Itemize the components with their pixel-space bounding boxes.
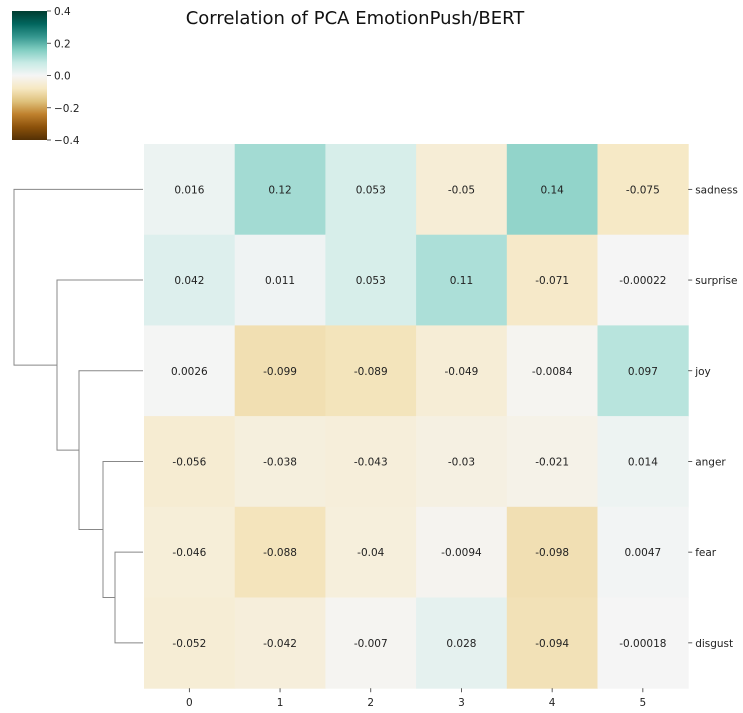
heatmap-cell [325,325,417,417]
heatmap-cell [325,144,417,236]
dendrogram-link [13,188,143,366]
cell-label: -0.089 [354,366,388,378]
cell-label: -0.0094 [441,547,482,559]
chart-title: Correlation of PCA EmotionPush/BERT [185,8,525,29]
cell-label: 0.12 [268,184,291,196]
cell-label: -0.05 [448,184,475,196]
heatmap-cell [234,416,326,508]
colorbar-tick-label: 0.4 [54,6,71,18]
y-tick-label: disgust [695,638,733,650]
cell-label: -0.099 [263,366,297,378]
x-tick-label: 4 [549,697,556,709]
heatmap-cell [506,144,598,236]
heatmap-cell [234,597,326,689]
heatmap-cell [325,506,417,598]
cell-label: -0.038 [263,456,297,468]
cell-label: 0.014 [628,456,658,468]
heatmap-cell [416,234,508,326]
heatmap-cell [506,597,598,689]
heatmap-cell [144,234,236,326]
heatmap-cell [234,234,326,326]
y-tick-label: surprise [695,275,737,287]
y-tick-label: fear [695,547,717,559]
cell-label: -0.056 [172,456,206,468]
cell-label: -0.049 [445,366,479,378]
cell-label: -0.043 [354,456,388,468]
cell-label: 0.042 [174,275,204,287]
cell-label: 0.097 [628,366,658,378]
cell-label: -0.03 [448,456,475,468]
cell-label: -0.098 [535,547,569,559]
y-tick-label: joy [694,366,711,378]
heatmap-cell [597,506,689,598]
heatmap-cell [144,416,236,508]
heatmap-cell [416,506,508,598]
dendrogram-link [102,460,143,598]
x-tick-label: 3 [458,697,465,709]
heatmap-cell [506,234,598,326]
colorbar-tick-label: −0.2 [54,103,80,115]
cell-label: -0.071 [535,275,569,287]
heatmap-cell [597,234,689,326]
heatmap-cell [144,506,236,598]
heatmap-cell [597,144,689,236]
colorbar [12,11,47,140]
heatmap-cell [597,325,689,417]
x-tick-label: 2 [367,697,374,709]
cell-label: -0.075 [626,184,660,196]
cell-label: -0.00022 [619,275,666,287]
cell-label: -0.04 [357,547,384,559]
heatmap-cell [325,234,417,326]
cell-label: 0.053 [356,275,386,287]
heatmap-cell [416,416,508,508]
dendrogram-link [56,279,143,451]
heatmap-cell [234,506,326,598]
cell-label: -0.021 [535,456,569,468]
x-tick-label: 5 [640,697,647,709]
heatmap-cell [506,325,598,417]
heatmap-cell [416,597,508,689]
colorbar-tick-label: −0.4 [54,135,80,147]
cell-label: -0.046 [172,547,206,559]
colorbar-tick-label: 0.0 [54,71,71,83]
heatmap-cell [506,416,598,508]
cell-label: 0.016 [174,184,204,196]
cell-label: 0.14 [540,184,564,196]
heatmap-cell [416,325,508,417]
cell-label: 0.0026 [171,366,208,378]
cell-label: -0.052 [172,638,206,650]
cell-label: 0.011 [265,275,295,287]
heatmap-cell [597,416,689,508]
cell-label: -0.094 [535,638,569,650]
heatmap-cell [506,506,598,598]
heatmap-cell [234,325,326,417]
cell-label: 0.11 [450,275,473,287]
cell-label: -0.007 [354,638,388,650]
colorbar-tick-label: 0.2 [54,38,71,50]
y-tick-label: anger [695,456,726,468]
heatmap-cell [416,144,508,236]
dendrogram-link [114,551,143,644]
heatmap-cell [144,325,236,417]
heatmap-cell [144,597,236,689]
cell-label: 0.053 [356,184,386,196]
heatmap-cell [234,144,326,236]
dendrogram-link [78,370,143,530]
cell-label: -0.088 [263,547,297,559]
cell-label: 0.0047 [624,547,661,559]
cell-label: -0.042 [263,638,297,650]
heatmap-cell [144,144,236,236]
heatmap-cell [325,416,417,508]
y-tick-label: sadness [695,184,738,196]
cell-label: 0.028 [446,638,476,650]
heatmap-cell [597,597,689,689]
x-tick-label: 0 [186,697,193,709]
heatmap-cell [325,597,417,689]
cell-label: -0.0084 [532,366,573,378]
cell-label: -0.00018 [619,638,666,650]
x-tick-label: 1 [277,697,284,709]
